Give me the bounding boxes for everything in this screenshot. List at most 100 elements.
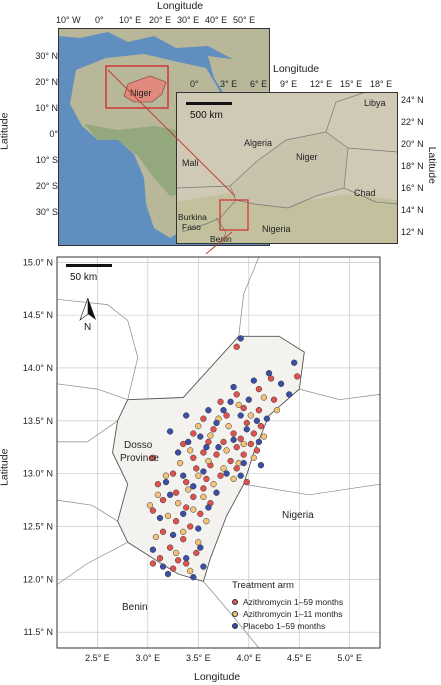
world-lon-tick: 30° E xyxy=(177,15,200,25)
cluster-point-series-2 xyxy=(240,459,247,467)
region-border xyxy=(56,383,128,401)
cluster-point-series-2 xyxy=(220,407,227,414)
cluster-point-series-2 xyxy=(230,383,237,391)
cluster-point-series-2 xyxy=(286,391,293,398)
cluster-point-series-0 xyxy=(149,507,157,514)
cluster-point-series-2 xyxy=(215,444,222,451)
region-border xyxy=(238,256,260,337)
cluster-point-series-0 xyxy=(166,544,174,551)
region-lat-tick: 14° N xyxy=(401,205,424,215)
cluster-point-series-0 xyxy=(227,457,234,465)
inset-connectors xyxy=(107,69,236,255)
world-lat-tick: 20° S xyxy=(35,181,58,191)
world-inset-x-axis-title: Longitude xyxy=(157,0,204,12)
cluster-point-series-0 xyxy=(193,465,200,472)
cluster-point-series-2 xyxy=(156,514,164,522)
y-tick-label: 13.0° N xyxy=(23,469,53,479)
y-tick-label: 12.5° N xyxy=(23,521,53,531)
cluster-point-series-0 xyxy=(172,518,180,525)
cluster-point-series-0 xyxy=(233,343,240,350)
cluster-point-series-1 xyxy=(185,486,192,493)
cluster-point-series-0 xyxy=(253,447,261,454)
cluster-point-series-2 xyxy=(253,417,261,424)
cluster-point-series-2 xyxy=(257,462,265,469)
cluster-point-series-2 xyxy=(190,574,197,581)
cluster-point-series-2 xyxy=(185,438,192,446)
y-tick-label: 14.5° N xyxy=(23,310,53,320)
cluster-point-series-1 xyxy=(195,539,202,546)
cluster-point-series-1 xyxy=(195,472,202,479)
x-tick-label: 3.0° E xyxy=(136,653,161,663)
label-dosso: Dosso xyxy=(124,440,153,451)
cluster-point-series-0 xyxy=(159,496,167,504)
world-lon-tick: 40° E xyxy=(205,15,228,25)
y-tick-label: 13.5° N xyxy=(23,416,53,426)
world-lat-tick: 30° S xyxy=(35,207,58,217)
region-lon-tick: 15° E xyxy=(340,79,363,89)
label-benin-main: Benin xyxy=(122,602,148,613)
cluster-point-series-1 xyxy=(146,502,154,509)
x-tick-label: 2.5° E xyxy=(85,653,110,663)
region-lon-tick: 0° xyxy=(190,79,199,89)
cluster-point-series-2 xyxy=(197,433,204,440)
cluster-point-series-1 xyxy=(225,422,232,430)
main-map-frame xyxy=(56,256,381,649)
x-tick-label: 5.0° E xyxy=(337,653,362,663)
cluster-point-series-0 xyxy=(237,435,244,442)
label-province: Province xyxy=(120,453,159,464)
x-tick-label: 4.5° E xyxy=(287,653,312,663)
cluster-point-series-0 xyxy=(169,470,177,477)
niger-country-region xyxy=(230,132,348,208)
scale-label-50km: 50 km xyxy=(70,272,97,283)
label-faso: Faso xyxy=(182,222,201,232)
x-tick-label: 3.5° E xyxy=(186,653,211,663)
cluster-point-series-0 xyxy=(220,438,227,446)
cluster-point-series-1 xyxy=(235,401,242,409)
legend-swatch xyxy=(232,610,238,617)
cluster-point-series-1 xyxy=(207,432,214,439)
cluster-point-series-0 xyxy=(240,451,247,458)
cluster-point-series-2 xyxy=(169,531,177,539)
y-tick-label: 12.0° N xyxy=(23,574,53,584)
cluster-point-series-0 xyxy=(200,485,207,492)
label-nigeria-main: Nigeria xyxy=(282,510,314,521)
legend-item: Placebo 1–59 months xyxy=(232,620,372,632)
main-map-plot: 2.5° E 3.0° E 3.5° E 4.0° E 4.5° E 5.0° E 15.0… xyxy=(23,256,381,663)
world-lon-tick: 10° W xyxy=(56,15,81,25)
region-inset-lat-ticks: 24° N 22° N 20° N 18° N 16° N 14° N 12° … xyxy=(401,92,433,242)
cluster-point-series-1 xyxy=(176,459,184,467)
cluster-point-series-0 xyxy=(247,440,254,448)
cluster-point-series-2 xyxy=(164,570,172,578)
main-x-axis-title: Longitude xyxy=(194,671,241,683)
cluster-point-series-1 xyxy=(240,440,247,448)
label-libya: Libya xyxy=(364,98,386,108)
scale-bar-50km xyxy=(66,264,112,267)
world-lat-tick: 10° S xyxy=(35,155,58,165)
cluster-point-series-0 xyxy=(233,391,240,398)
label-burkina: Burkina xyxy=(178,212,207,222)
label-nigeria: Nigeria xyxy=(262,224,291,234)
scale-label-500km: 500 km xyxy=(190,110,223,121)
country-borders xyxy=(176,92,398,244)
niger-highlight-box xyxy=(105,65,169,109)
dosso-highlight-box xyxy=(219,199,249,231)
region-lat-tick: 16° N xyxy=(401,183,424,193)
cluster-point-series-1 xyxy=(187,447,194,454)
region-lon-tick: 12° E xyxy=(310,79,333,89)
cluster-point-series-1 xyxy=(164,512,172,520)
cluster-point-series-2 xyxy=(203,444,210,451)
niger-country xyxy=(123,75,167,103)
cluster-point-series-0 xyxy=(190,454,197,461)
cluster-point-series-0 xyxy=(190,430,197,437)
cluster-point-series-0 xyxy=(183,478,190,486)
cluster-point-series-0 xyxy=(200,415,207,422)
cluster-point-series-0 xyxy=(243,419,250,427)
cluster-point-series-0 xyxy=(243,478,250,486)
cluster-point-series-1 xyxy=(247,412,254,419)
world-lat-tick: 10° N xyxy=(35,103,58,113)
cluster-point-series-0 xyxy=(149,454,157,461)
cluster-point-series-0 xyxy=(190,493,197,501)
y-tick-label: 15.0° N xyxy=(23,257,53,267)
cluster-point-series-1 xyxy=(154,491,162,498)
cluster-point-series-1 xyxy=(205,457,212,465)
